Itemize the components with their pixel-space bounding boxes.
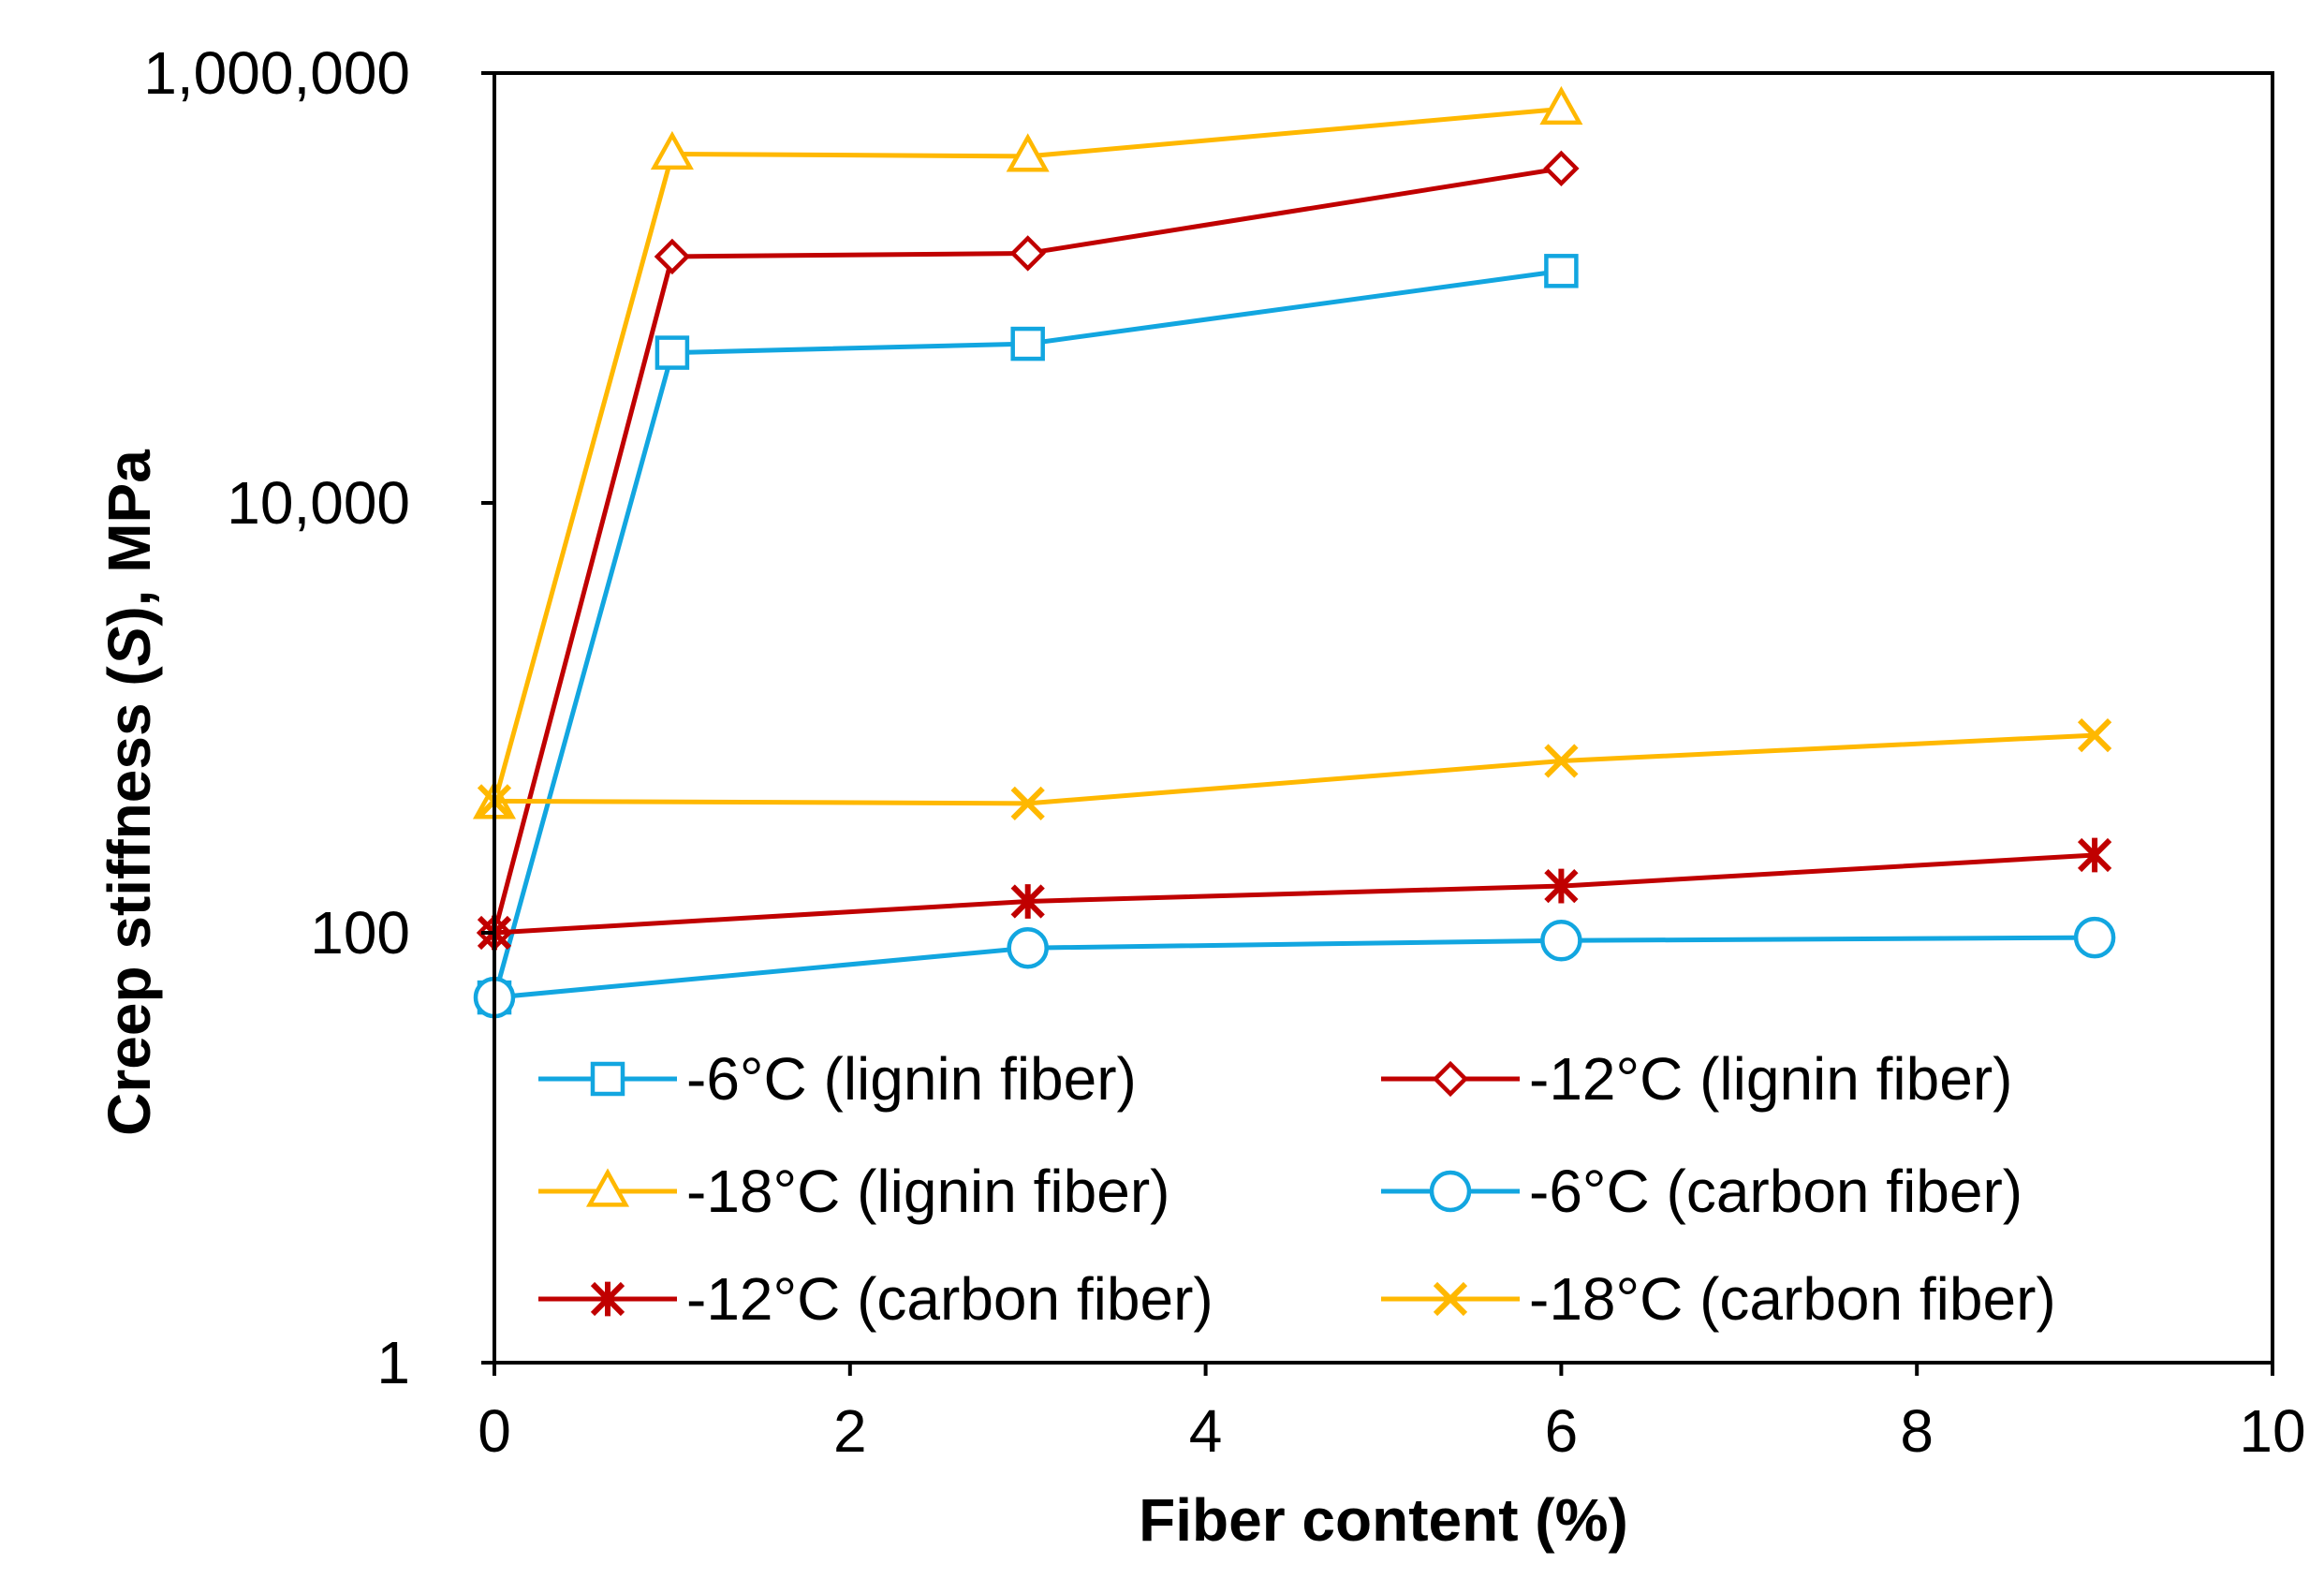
legend-item: -18°C (carbon fiber) xyxy=(1381,1265,2056,1333)
legend-label: -18°C (carbon fiber) xyxy=(1529,1265,2056,1333)
data-point-diamond xyxy=(1009,235,1046,272)
data-point-circle xyxy=(1007,926,1049,969)
legend-label: -12°C (carbon fiber) xyxy=(686,1265,1213,1333)
diamond-marker xyxy=(1432,1060,1469,1098)
series-5 xyxy=(477,717,2112,820)
series-3 xyxy=(473,916,2116,1019)
circle-marker xyxy=(1429,1170,1472,1213)
data-point-triangle xyxy=(1539,85,1583,125)
data-point-triangle xyxy=(650,130,694,170)
x-tick-label: 6 xyxy=(1545,1397,1579,1465)
data-point-diamond xyxy=(1543,150,1580,187)
data-point-square xyxy=(1544,254,1579,288)
square-marker xyxy=(590,1061,625,1097)
series-line xyxy=(492,106,1562,804)
data-point-diamond xyxy=(654,238,691,275)
y-tick-label: 100 xyxy=(310,899,410,967)
legend-label: -12°C (lignin fiber) xyxy=(1529,1045,2012,1113)
data-point-square xyxy=(655,335,690,370)
data-point-circle xyxy=(1540,920,1582,962)
y-axis-title-suffix: ), MPa xyxy=(96,450,163,627)
data-point-asterisk xyxy=(2077,837,2112,873)
series-line xyxy=(493,852,2096,936)
x-axis-title: Fiber content (%) xyxy=(1139,1486,1628,1554)
series-line xyxy=(493,935,2096,1000)
data-point-x xyxy=(2077,717,2112,753)
x-tick-label: 0 xyxy=(478,1397,511,1465)
x-tick-label: 2 xyxy=(833,1397,867,1465)
legend-item: -18°C (lignin fiber) xyxy=(538,1158,1169,1225)
legend-item: -12°C (lignin fiber) xyxy=(1381,1045,2012,1113)
data-point-x xyxy=(1544,744,1579,778)
y-axis-title-prefix: Creep stiffness ( xyxy=(96,666,163,1136)
x-marker xyxy=(1433,1281,1468,1317)
legend-label: -6°C (lignin fiber) xyxy=(686,1045,1137,1113)
y-axis-title-symbol: S xyxy=(96,626,163,666)
triangle-marker xyxy=(585,1168,630,1207)
plot-area-frame xyxy=(493,71,2274,1365)
legend-item: -6°C (carbon fiber) xyxy=(1381,1158,2022,1225)
legend-item: -6°C (lignin fiber) xyxy=(538,1045,1137,1113)
y-tick-label: 1 xyxy=(376,1329,410,1396)
axis-layer: 0 2 4 6 8 10 1 100 10,000 1,000,000 xyxy=(143,39,2305,1465)
data-point-square xyxy=(1010,326,1045,362)
legend: -6°C (lignin fiber) -12°C (lignin fiber) -… xyxy=(538,1045,2056,1333)
legend-item: -12°C (carbon fiber) xyxy=(538,1265,1213,1333)
legend-label: -18°C (lignin fiber) xyxy=(686,1158,1169,1225)
x-tick-label: 10 xyxy=(2239,1397,2305,1465)
series-line xyxy=(493,732,2096,806)
data-point-asterisk xyxy=(1010,884,1045,919)
x-tick-label: 8 xyxy=(1900,1397,1934,1465)
series-line xyxy=(492,166,1562,934)
legend-label: -6°C (carbon fiber) xyxy=(1529,1158,2022,1225)
y-axis-title: Creep stiffness (S), MPa xyxy=(96,450,163,1136)
data-point-circle xyxy=(2073,916,2116,959)
series-layer xyxy=(472,85,2116,1019)
data-point-asterisk xyxy=(1544,868,1579,904)
asterisk-marker xyxy=(590,1281,625,1317)
series-line xyxy=(492,268,1562,998)
y-tick-label: 1,000,000 xyxy=(143,39,410,107)
x-tick-label: 4 xyxy=(1189,1397,1223,1465)
y-tick-label: 10,000 xyxy=(227,469,410,537)
data-point-triangle xyxy=(1006,133,1050,172)
series-4 xyxy=(477,837,2112,951)
data-point-x xyxy=(1010,786,1045,820)
